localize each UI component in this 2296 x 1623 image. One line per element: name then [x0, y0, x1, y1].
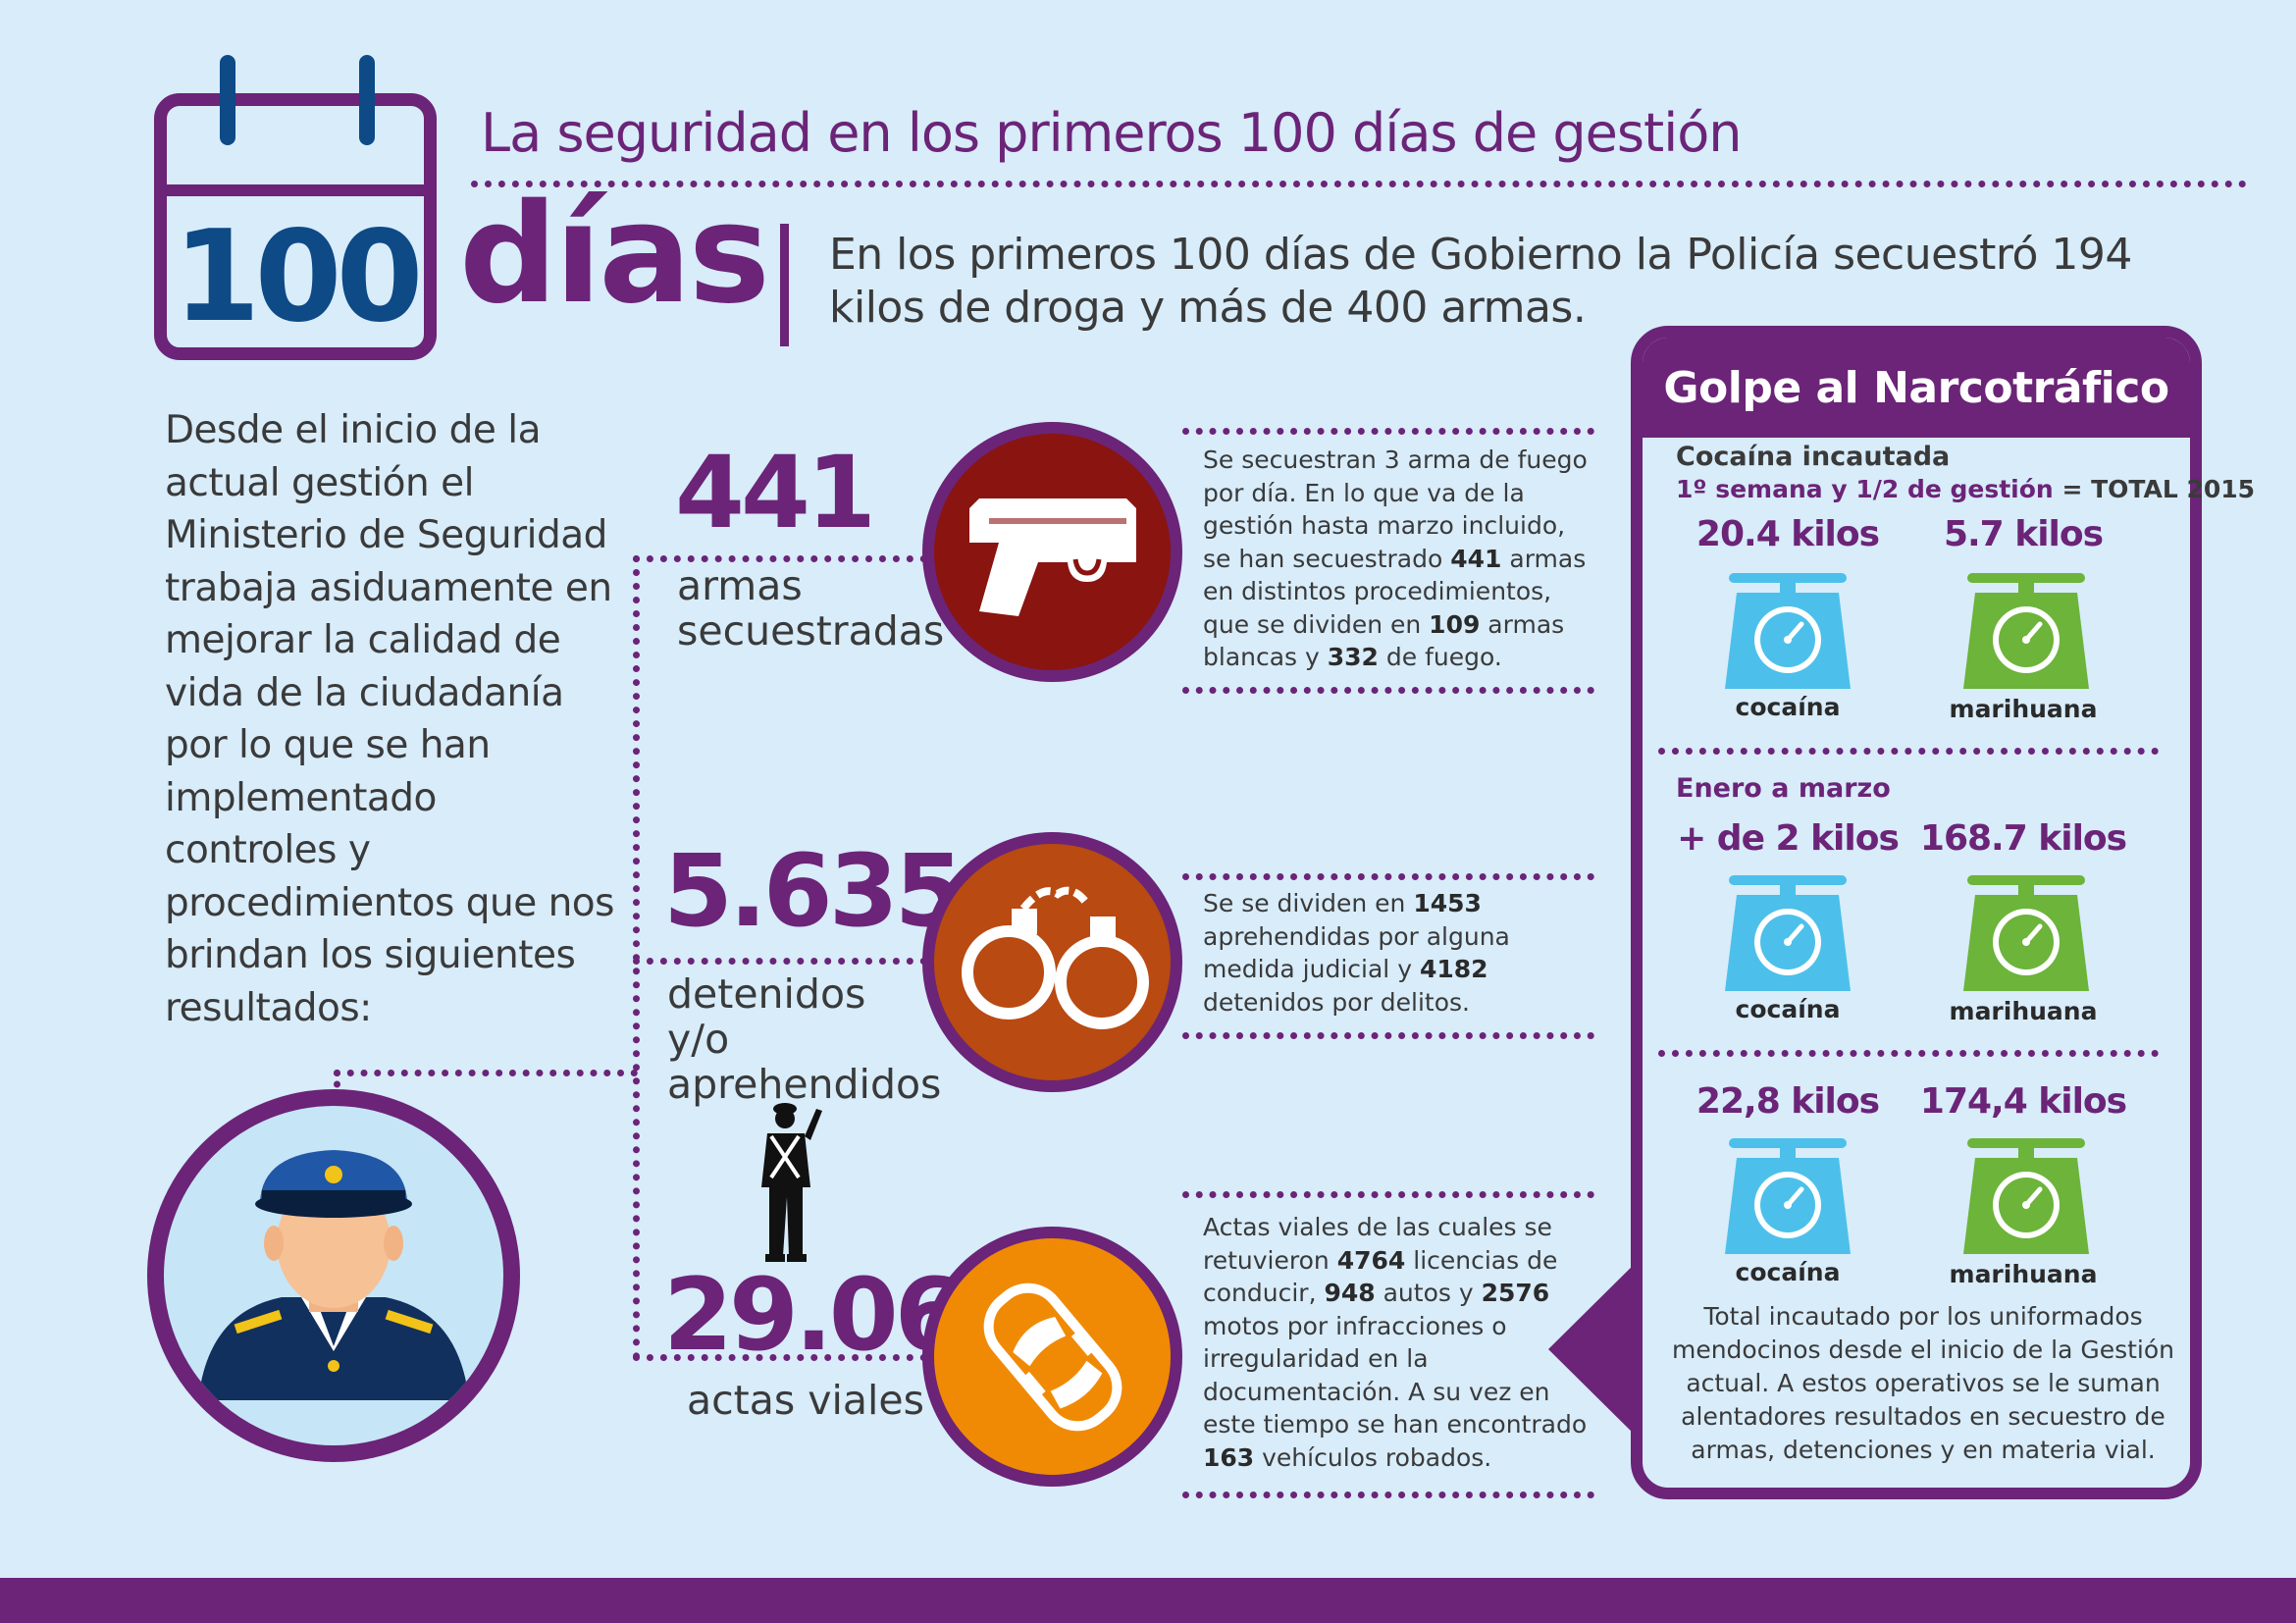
connector-stat-2 [633, 958, 927, 965]
narco-panel-title: Golpe al Narcotráfico [1643, 338, 2190, 438]
section-2-marihuana-value: 168.7 kilos [1919, 818, 2127, 859]
scale-cocaina-icon [1719, 869, 1856, 997]
desc-value: 163 [1203, 1442, 1255, 1472]
narco-panel-pointer [1548, 1256, 1643, 1442]
desc-value: 4764 [1336, 1245, 1406, 1275]
handcuffs-icon [961, 886, 1149, 1029]
weapons-circle [922, 422, 1182, 682]
detainees-circle [922, 832, 1182, 1092]
narco-footer-text: Total incautado por los uniformados mend… [1671, 1302, 2175, 1464]
scale-cocaina-icon [1719, 1132, 1856, 1260]
calendar-band [167, 184, 424, 196]
scale-label-marihuana: marihuana [1949, 1260, 2098, 1288]
desc-text: aprehendidas por alguna medida judicial … [1203, 921, 1510, 984]
desc-value: 948 [1324, 1279, 1376, 1307]
dias-heading: días [459, 175, 770, 335]
side-word: seguridad [0, 275, 108, 1305]
scale-label-cocaina: cocaína [1735, 1258, 1841, 1286]
calendar-number: 100 [173, 204, 423, 350]
narco-panel: Golpe al Narcotráfico [1631, 326, 2202, 1499]
car-icon [983, 1283, 1122, 1431]
section-3-cocaina-value: 22,8 kilos [1696, 1081, 1880, 1122]
stat-weapons-label: armas secuestradas [677, 562, 945, 654]
traffic-officer-icon [761, 1103, 822, 1262]
desc-text: detenidos por delitos. [1203, 987, 1470, 1017]
calendar-icon: 100 [154, 55, 437, 360]
connector-stat-1 [633, 555, 927, 562]
gun-icon [968, 497, 1136, 616]
desc-2-bottom-divider [1182, 1032, 1594, 1039]
desc-value: 1453 [1413, 889, 1482, 917]
scale-cocaina-icon [1719, 567, 1856, 695]
lead-text: En los primeros 100 días de Gobierno la … [829, 230, 2132, 333]
stat-detainees-label: detenidos y/o aprehendidos [667, 970, 942, 1108]
stat-detainees-description: Se se dividen en 1453 aprehendidas por a… [1203, 887, 1595, 1019]
desc-text: armas en distintos procedimientos, que s… [1203, 544, 1587, 639]
desc-text: armas blancas y [1203, 609, 1565, 672]
scale-label-marihuana: marihuana [1949, 997, 2098, 1025]
scale-label-cocaina: cocaína [1735, 693, 1841, 721]
section-1-cocaina-value: 20.4 kilos [1696, 514, 1880, 554]
connector-officer-drop [334, 1070, 340, 1099]
header-divider [471, 181, 2247, 187]
desc-text: motos por infracciones o irregularidad e… [1203, 1311, 1588, 1440]
section-1-subtitle: 1º semana y 1/2 de gestión = TOTAL 2015 [1676, 475, 2255, 503]
section-1-marihuana-value: 5.7 kilos [1943, 514, 2104, 554]
desc-value: 441 [1450, 544, 1502, 573]
desc-1-bottom-divider [1182, 687, 1594, 694]
scale-label-marihuana: marihuana [1949, 695, 2098, 723]
traffic-circle [922, 1227, 1182, 1487]
desc-3-bottom-divider [1182, 1492, 1594, 1498]
desc-value: 4182 [1419, 955, 1488, 983]
calendar-ring-left [220, 55, 235, 145]
stat-weapons-description: Se secuestran 3 arma de fuego por día. E… [1203, 444, 1595, 674]
officer-avatar [147, 1089, 520, 1462]
scale-label-cocaina: cocaína [1735, 995, 1841, 1023]
scale-marihuana-icon [1957, 1132, 2095, 1260]
narco-divider-2 [1658, 1050, 2159, 1057]
stat-traffic-description: Actas viales de las cuales se retuvieron… [1203, 1211, 1595, 1474]
section-2-title: Enero a marzo [1676, 773, 1891, 804]
desc-value: 332 [1327, 643, 1379, 671]
desc-text: licencias de conducir, [1203, 1245, 1558, 1308]
desc-2-top-divider [1182, 873, 1594, 880]
connector-stat-3 [633, 1354, 927, 1361]
bottom-bar [0, 1578, 2296, 1623]
desc-3-top-divider [1182, 1191, 1594, 1198]
section-3-marihuana-value: 174,4 kilos [1919, 1081, 2127, 1122]
connector-officer [334, 1070, 638, 1076]
page-title: La seguridad en los primeros 100 días de… [481, 102, 1742, 164]
police-officer-icon [198, 1150, 469, 1400]
stat-detainees-number: 5.635 [663, 833, 965, 950]
desc-text: Se se dividen en [1203, 889, 1414, 917]
section-1-title: Cocaína incautada [1676, 442, 1951, 472]
subtitle-total: = TOTAL 2015 [2053, 475, 2256, 503]
intro-text: Desde el inicio de la actual gestión el … [165, 408, 615, 1030]
heading-separator [780, 224, 789, 346]
desc-text: autos y [1375, 1279, 1482, 1307]
desc-value: 2576 [1481, 1279, 1550, 1307]
desc-text: Actas viales de las cuales se retuvieron [1203, 1213, 1552, 1275]
stat-traffic-label: actas viales [687, 1377, 925, 1424]
subtitle-period: 1º semana y 1/2 de gestión [1676, 475, 2054, 503]
desc-text: Se secuestran 3 arma de fuego por día. E… [1203, 445, 1588, 573]
section-2-cocaina-value: + de 2 kilos [1677, 818, 1900, 859]
desc-value: 109 [1429, 609, 1481, 639]
scale-marihuana-icon [1957, 567, 2095, 695]
scale-marihuana-icon [1957, 869, 2095, 997]
desc-text: vehículos robados. [1254, 1442, 1492, 1472]
desc-text: de fuego. [1378, 643, 1502, 671]
stat-weapons-number: 441 [675, 435, 876, 551]
desc-1-top-divider [1182, 428, 1594, 435]
narco-divider-1 [1658, 748, 2159, 755]
side-word-text: seguridad [98, 275, 108, 1266]
calendar-ring-right [359, 55, 375, 145]
